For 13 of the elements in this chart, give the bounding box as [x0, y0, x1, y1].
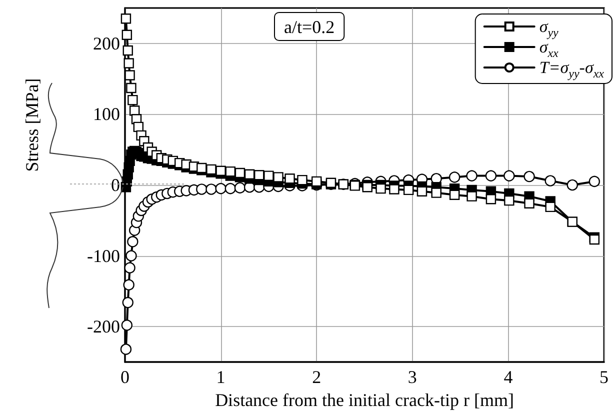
y-tick-label: -200 — [87, 316, 120, 337]
x-tick-label: 2 — [312, 367, 322, 387]
y-tick-label: -100 — [87, 246, 120, 266]
y-tick-label: 100 — [93, 104, 120, 124]
y-axis-title: Stress [MPa] — [22, 78, 42, 172]
x-tick-label: 1 — [216, 367, 226, 387]
y-tick-label: 200 — [93, 33, 120, 54]
y-tick-label: 0 — [111, 175, 120, 195]
x-axis-title: Distance from the initial crack-tip r [mm] — [215, 390, 514, 410]
annotation: a/t=0.2 — [284, 17, 335, 37]
x-tick-label: 5 — [600, 367, 608, 387]
x-tick-label: 3 — [408, 367, 417, 387]
x-tick-label: 4 — [504, 367, 513, 387]
